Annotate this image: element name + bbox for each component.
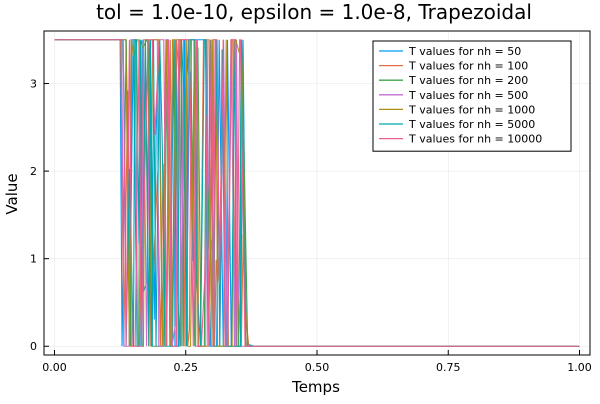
legend-label: T values for nh = 200 [408,74,528,87]
legend-box [372,40,572,152]
legend-label: T values for nh = 100 [408,60,528,73]
y-axis-label: Value [3,173,21,214]
x-tick-label: 0.50 [305,361,330,374]
legend-label: T values for nh = 10000 [408,133,542,146]
legend-label: T values for nh = 1000 [408,103,535,116]
legend-label: T values for nh = 5000 [408,118,535,131]
legend-label: T values for nh = 50 [408,45,521,58]
y-tick-label: 2 [30,165,37,178]
x-tick-label: 0.00 [42,361,67,374]
legend-label: T values for nh = 500 [408,89,528,102]
y-tick-label: 0 [30,340,37,353]
y-tick-label: 3 [30,78,37,91]
x-tick-label: 1.00 [567,361,592,374]
series-line [54,39,580,347]
chart-title: tol = 1.0e-10, epsilon = 1.0e-8, Trapezo… [96,0,532,24]
x-tick-label: 0.25 [174,361,199,374]
y-tick-label: 1 [30,253,37,266]
x-tick-label: 0.75 [436,361,461,374]
x-axis-label: Temps [291,378,340,396]
